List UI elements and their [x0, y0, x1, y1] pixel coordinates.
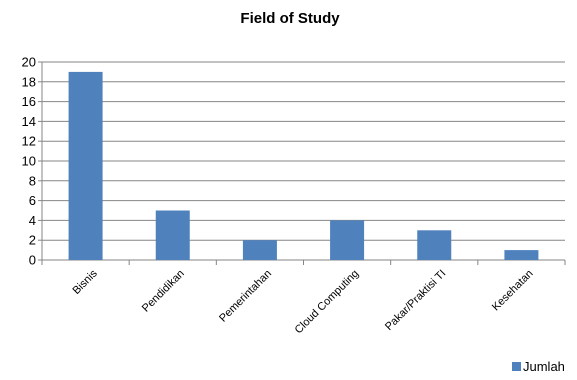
- x-category-label: Pemerintahan: [217, 268, 274, 325]
- chart-title: Field of Study: [240, 10, 340, 27]
- y-tick-label: 0: [29, 253, 36, 268]
- y-tick-label: 2: [29, 233, 36, 248]
- bar-pemerintahan: [242, 240, 277, 260]
- y-tick-label: 16: [22, 94, 36, 109]
- bar-cloud-computing: [330, 220, 365, 260]
- y-tick-label: 4: [29, 213, 36, 228]
- bar-pakar-praktisi-ti: [417, 230, 452, 260]
- x-category-label: Cloud Computing: [293, 268, 362, 337]
- bar-kesehatan: [504, 250, 539, 260]
- y-tick-label: 20: [22, 55, 36, 70]
- bar-bisnis: [68, 71, 103, 261]
- y-tick-label: 6: [29, 193, 36, 208]
- y-tick-label: 8: [29, 173, 36, 188]
- x-category-labels: Bisnis Pendidikan Pemerintahan Cloud Comput…: [70, 267, 535, 336]
- gridlines: [42, 61, 565, 241]
- axes: [38, 61, 566, 265]
- y-tick-label: 10: [22, 154, 36, 169]
- x-category-label: Pakar/Praktisi TI: [383, 268, 448, 333]
- x-category-label: Pendidikan: [140, 268, 187, 315]
- x-category-label: Bisnis: [70, 267, 100, 297]
- y-tick-label: 12: [22, 134, 36, 149]
- bar-pendidikan: [155, 210, 190, 260]
- legend: Jumlah: [512, 359, 565, 374]
- y-tick-labels: 0 2 4 6 8 10 12 14 16 18 20: [22, 55, 36, 268]
- y-tick-label: 18: [22, 74, 36, 89]
- y-tick-label: 14: [22, 114, 36, 129]
- legend-label-jumlah: Jumlah: [523, 359, 565, 374]
- x-category-label: Kesehatan: [490, 268, 536, 314]
- bars: [68, 71, 539, 261]
- legend-swatch-jumlah: [512, 362, 521, 371]
